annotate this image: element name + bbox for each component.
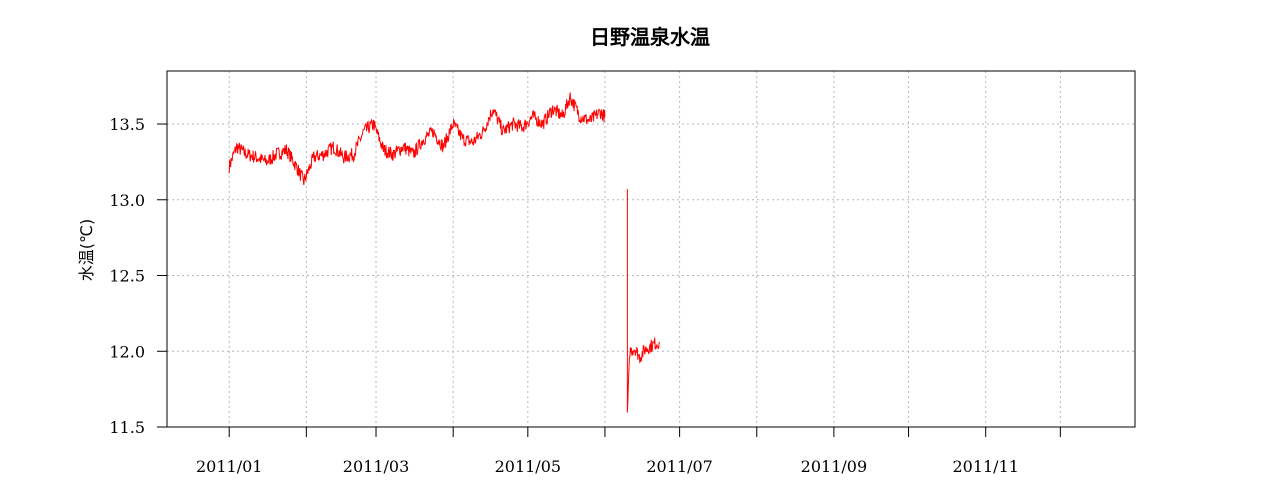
y-axis: 11.5 12.0 12.5 13.0 13.5 [109,115,167,437]
series-line-segment [626,189,660,413]
y-tick-label: 13.5 [109,115,145,134]
y-axis-label: 水温(℃) [77,219,96,281]
y-tick-label: 11.5 [109,418,145,437]
plot-frame [166,70,1136,428]
series-layer [228,92,660,413]
x-tick-label: 2011/01 [196,457,262,476]
y-tick-label: 13.0 [109,191,145,210]
series-line-segment [228,92,606,186]
x-tick-label: 2011/11 [952,457,1018,476]
x-tick-label: 2011/03 [343,457,409,476]
x-tick-label: 2011/05 [495,457,561,476]
y-tick-label: 12.5 [109,267,145,286]
x-tick-label: 2011/09 [801,457,867,476]
y-tick-label: 12.0 [109,342,145,361]
chart-title: 日野温泉水温 [590,25,710,49]
grid [167,71,1135,428]
x-axis: 2011/01 2011/03 2011/05 2011/07 2011/09 2011/… [196,427,1061,476]
x-tick-label: 2011/07 [646,457,712,476]
